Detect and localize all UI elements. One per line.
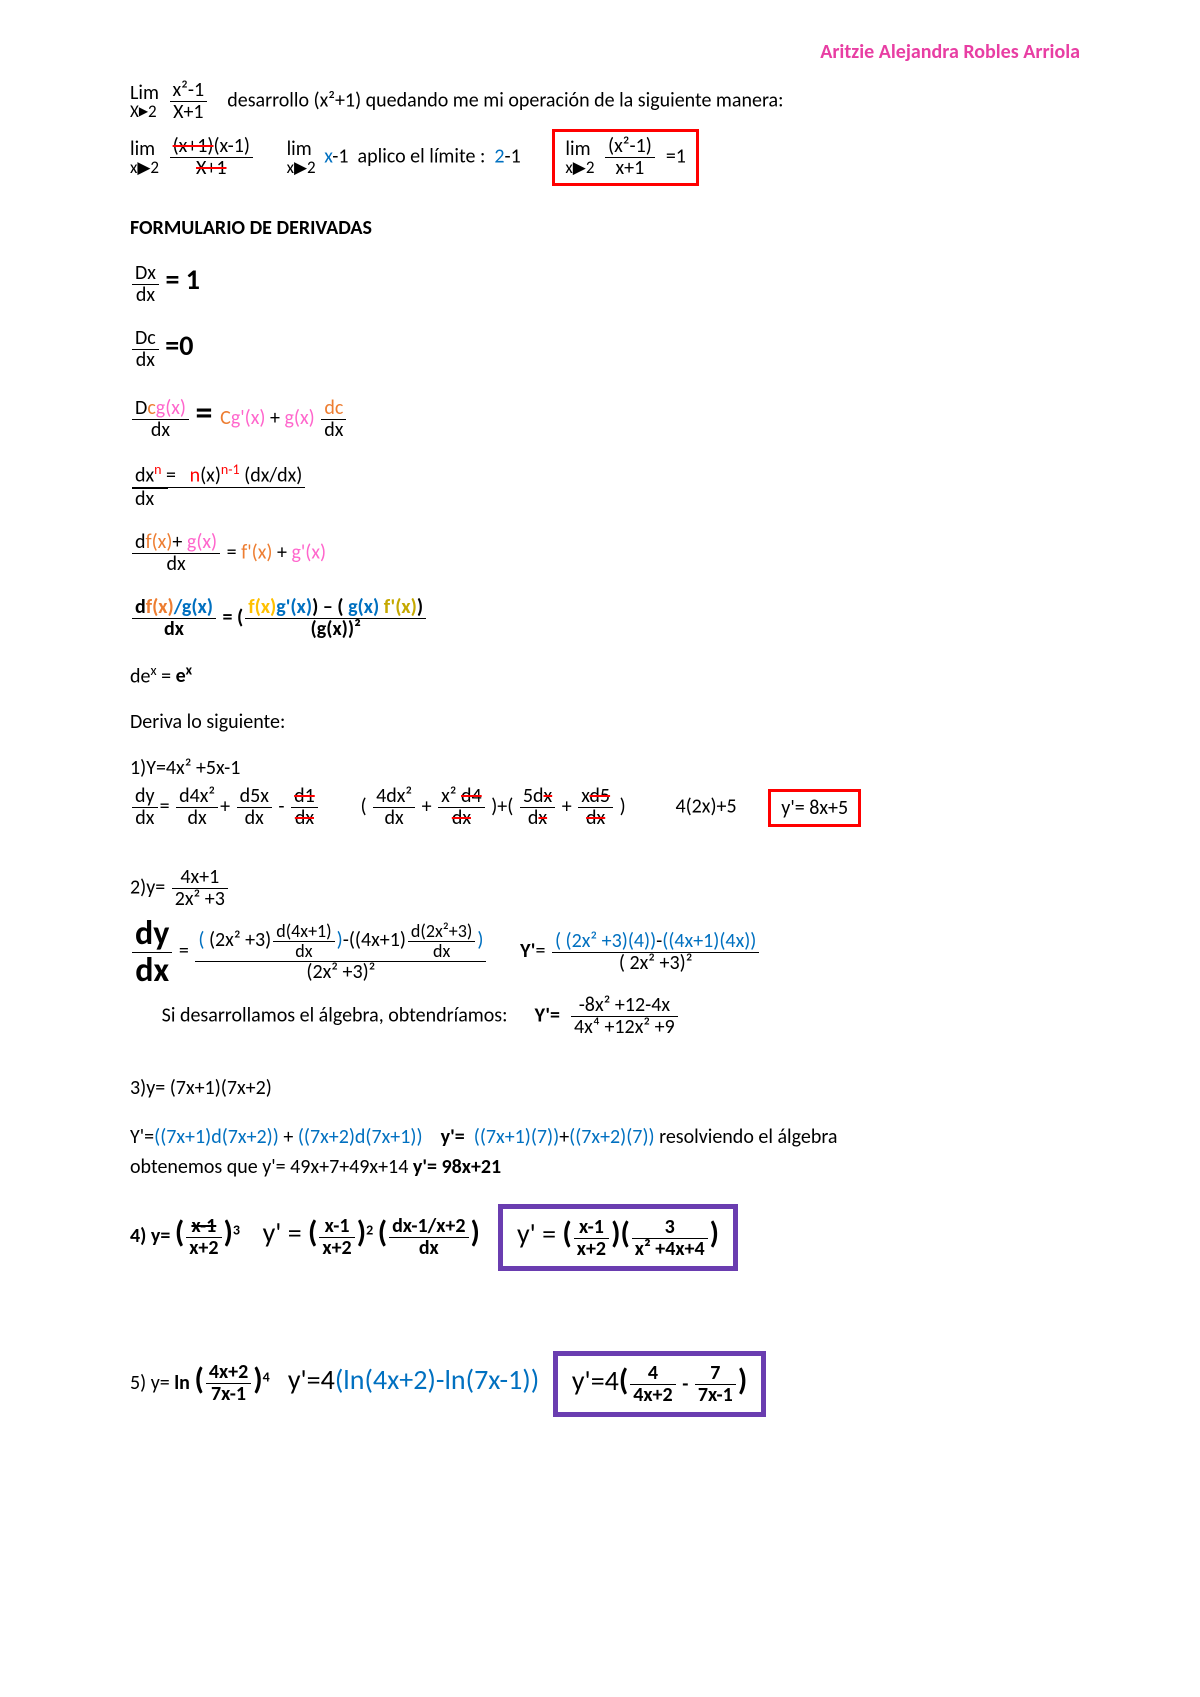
problem-4: 4) y= (x-1x+2)3 y' = (x-1x+2)2 ( dx-1/x+… [130,1204,1080,1271]
limit-line-1: Lim X2 x²-1 X+1 desarrollo (x²+1) quedan… [130,80,1080,123]
document-page: Aritzie Alejandra Robles Arriola Lim X2 … [0,0,1200,1697]
problem-1-title: 1)Y=4x² +5x-1 [130,756,1080,780]
problem-2-note: Si desarrollamos el álgebra, obtendríamo… [130,995,1080,1038]
problem-1-work: dydx= d4x²dx+ d5xdx - d1dx ( 4dx²dx + x²… [130,786,1080,829]
answer-box-red: y'= 8x+5 [768,789,861,827]
answer-box-purple: y'=4(44x+2 - 77x-1) [553,1351,766,1418]
formula-4: dxn = n(x)n-1 (dx/dx) dx [130,463,1080,510]
formula-1: Dx dx = 1 [130,262,1080,306]
problem-2-title: 2)y= 4x+12x² +3 [130,867,1080,910]
author-name: Aritzie Alejandra Robles Arriola [820,40,1080,64]
problem-2-work: dydx = ( (2x² +3)d(4x+1)dx)-((4x+1)d(2x²… [130,916,1080,988]
description-text: desarrollo (x²+1) quedando me mi operaci… [227,88,783,112]
answer-box-purple: y' = ( x-1x+2)(3x² +4x+4) [498,1204,738,1271]
fraction: x²-1 X+1 [170,80,208,123]
fraction-cancelled: (x+1)(x-1) X+1 [170,136,253,179]
problem-3-work: Y'=((7x+1)d(7x+2)) + ((7x+2)d(7x+1)) y'=… [130,1122,1080,1182]
lim-symbol: lim x▶2 [287,139,316,176]
answer-box-red: lim x▶2 (x²-1) x+1 =1 [552,129,699,186]
problem-3-title: 3)y= (7x+1)(7x+2) [130,1076,1080,1100]
lim-symbol: lim x▶2 [130,139,159,176]
deriva-title: Deriva lo siguiente: [130,710,1080,734]
formula-7: dex = ex [130,662,1080,689]
expression: x-1 aplico el límite : 2-1 [324,144,521,168]
formula-2: Dc dx =0 [130,328,1080,372]
lim-symbol: Lim X2 [130,83,159,120]
formula-5: df(x)+ g(x) dx = f'(x) + g'(x) [130,532,1080,575]
limit-line-2: lim x▶2 (x+1)(x-1) X+1 lim x▶2 x-1 aplic… [130,129,1080,186]
section-title: FORMULARIO DE DERIVADAS [130,216,1080,240]
problem-5: 5) y= ln (4x+27x-1)4 y'=4(ln(4x+2)-ln(7x… [130,1351,1080,1418]
formula-6: df(x)/g(x) dx = ( f(x)g'(x)) – ( g(x) f'… [130,597,1080,640]
formula-3: Dcg(x) dx = Cg'(x) + g(x) dc dx [130,393,1080,441]
